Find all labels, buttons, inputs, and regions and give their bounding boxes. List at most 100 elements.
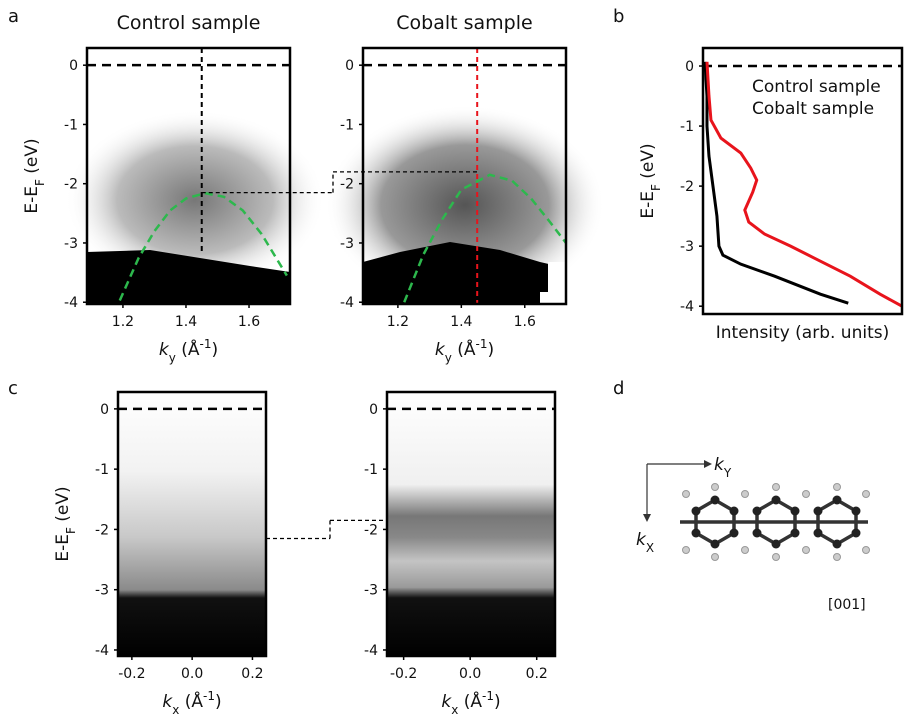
y-tick-label: 0 xyxy=(685,59,694,75)
x-axis-label-part: (Å xyxy=(176,338,200,360)
y-axis-label-part: E-E xyxy=(638,191,658,219)
x-axis-label-part: (Å xyxy=(179,690,203,712)
x-tick-label: 1.2 xyxy=(112,314,134,330)
y-tick-label: 0 xyxy=(100,402,109,418)
x-tick-label: -0.2 xyxy=(118,666,145,682)
k-y-label-part: k xyxy=(714,455,725,475)
x-axis-label-part: y xyxy=(445,351,452,365)
panel-title: Cobalt sample xyxy=(396,12,532,34)
panel-label: b xyxy=(613,6,624,27)
k-y-label-part: Y xyxy=(723,466,732,480)
x-axis-label-part: k xyxy=(159,340,170,360)
panel-label: c xyxy=(8,378,18,399)
y-tick-label: -4 xyxy=(64,295,78,311)
y-axis-label-part: F xyxy=(64,527,78,534)
x-axis-label: kx (Å-1) xyxy=(441,689,500,717)
y-tick-label: -4 xyxy=(680,299,694,315)
y-tick-label: -2 xyxy=(64,177,78,193)
x-axis-label-part: (Å xyxy=(458,690,482,712)
x-tick-label: 1.6 xyxy=(514,314,536,330)
intensity-curve xyxy=(705,61,903,308)
panel-label: a xyxy=(8,6,19,27)
k-x-label-part: k xyxy=(636,530,647,550)
y-tick-label: -2 xyxy=(95,522,109,538)
x-axis-label-part: (Å xyxy=(452,338,476,360)
x-axis-label-part: -1 xyxy=(482,689,494,703)
x-tick-label: -0.2 xyxy=(390,666,417,682)
x-tick-label: 1.4 xyxy=(175,314,197,330)
x-tick-label: 0.2 xyxy=(241,666,263,682)
x-axis-label-part: ) xyxy=(494,692,501,712)
y-tick-label: -4 xyxy=(340,295,354,311)
x-axis-label: ky (Å-1) xyxy=(435,337,494,365)
y-tick-label: -3 xyxy=(364,583,378,599)
y-tick-label: -1 xyxy=(64,117,78,133)
x-tick-label: 0.0 xyxy=(459,666,481,682)
y-axis-label-part: (eV) xyxy=(22,138,42,179)
y-tick-label: -1 xyxy=(95,462,109,478)
y-axis-label-part: E-E xyxy=(22,186,42,214)
x-axis-label-part: y xyxy=(169,351,176,365)
k-x-label: kX xyxy=(636,530,654,555)
plot-frame xyxy=(385,390,557,658)
x-axis-label-part: ) xyxy=(487,340,494,360)
x-axis-label: ky (Å-1) xyxy=(159,337,218,365)
y-axis-label-part: F xyxy=(649,184,663,191)
x-axis-label: Intensity (arb. units) xyxy=(716,323,889,343)
intensity-curve xyxy=(703,61,849,305)
x-tick-label: 0.0 xyxy=(181,666,203,682)
y-tick-label: -3 xyxy=(340,236,354,252)
y-axis-label-part: (eV) xyxy=(638,143,658,184)
x-tick-label: 1.2 xyxy=(387,314,409,330)
plot-frame xyxy=(701,46,904,316)
y-axis-label: E-EF (eV) xyxy=(22,138,47,213)
x-axis-label-part: k xyxy=(162,692,173,712)
y-tick-label: -1 xyxy=(340,117,354,133)
direction-label: [001] xyxy=(828,597,866,613)
y-tick-label: -2 xyxy=(364,522,378,538)
x-axis-label-part: x xyxy=(451,703,458,717)
molecule-diagram xyxy=(643,460,870,561)
y-tick-label: 0 xyxy=(345,58,354,74)
arpes-image-a-cobalt xyxy=(325,48,605,305)
y-axis-label-part: (eV) xyxy=(53,486,73,527)
plot-frame xyxy=(85,46,292,306)
legend-entry: Cobalt sample xyxy=(752,99,874,119)
panel-title: Control sample xyxy=(117,12,261,34)
y-tick-label: -1 xyxy=(364,462,378,478)
y-tick-label: 0 xyxy=(69,58,78,74)
y-tick-label: -2 xyxy=(340,177,354,193)
y-tick-label: -3 xyxy=(95,583,109,599)
x-tick-label: 1.4 xyxy=(450,314,472,330)
y-axis-label-part: F xyxy=(33,179,47,186)
y-tick-label: -1 xyxy=(680,119,694,135)
x-axis-label: kx (Å-1) xyxy=(162,689,221,717)
x-axis-label-part: -1 xyxy=(476,337,488,351)
y-tick-label: 0 xyxy=(369,402,378,418)
y-axis-label-part: E-E xyxy=(53,534,73,562)
x-axis-label-part: -1 xyxy=(200,337,212,351)
arpes-image-c-cobalt xyxy=(387,392,555,656)
y-tick-label: -3 xyxy=(680,239,694,255)
k-y-label: kY xyxy=(714,455,732,480)
x-axis-label-part: k xyxy=(435,340,446,360)
arpes-image-c-control xyxy=(118,392,266,656)
arpes-image-a-control xyxy=(65,48,325,304)
y-tick-label: -3 xyxy=(64,236,78,252)
legend-entry: Control sample xyxy=(752,77,881,97)
y-axis-label: E-EF (eV) xyxy=(638,143,663,218)
x-axis-label-part: ) xyxy=(211,340,218,360)
plot-frame xyxy=(361,46,568,306)
panel-label: d xyxy=(613,378,624,399)
y-axis-label: E-EF (eV) xyxy=(53,486,78,561)
parabola-fit xyxy=(118,191,288,301)
k-x-label-part: X xyxy=(646,541,654,555)
y-tick-label: -4 xyxy=(95,643,109,659)
x-axis-label-part: -1 xyxy=(203,689,215,703)
parabola-fit xyxy=(403,173,567,303)
x-axis-label-part: ) xyxy=(215,692,222,712)
x-axis-label-part: k xyxy=(441,692,452,712)
y-tick-label: -2 xyxy=(680,179,694,195)
x-tick-label: 1.6 xyxy=(238,314,260,330)
